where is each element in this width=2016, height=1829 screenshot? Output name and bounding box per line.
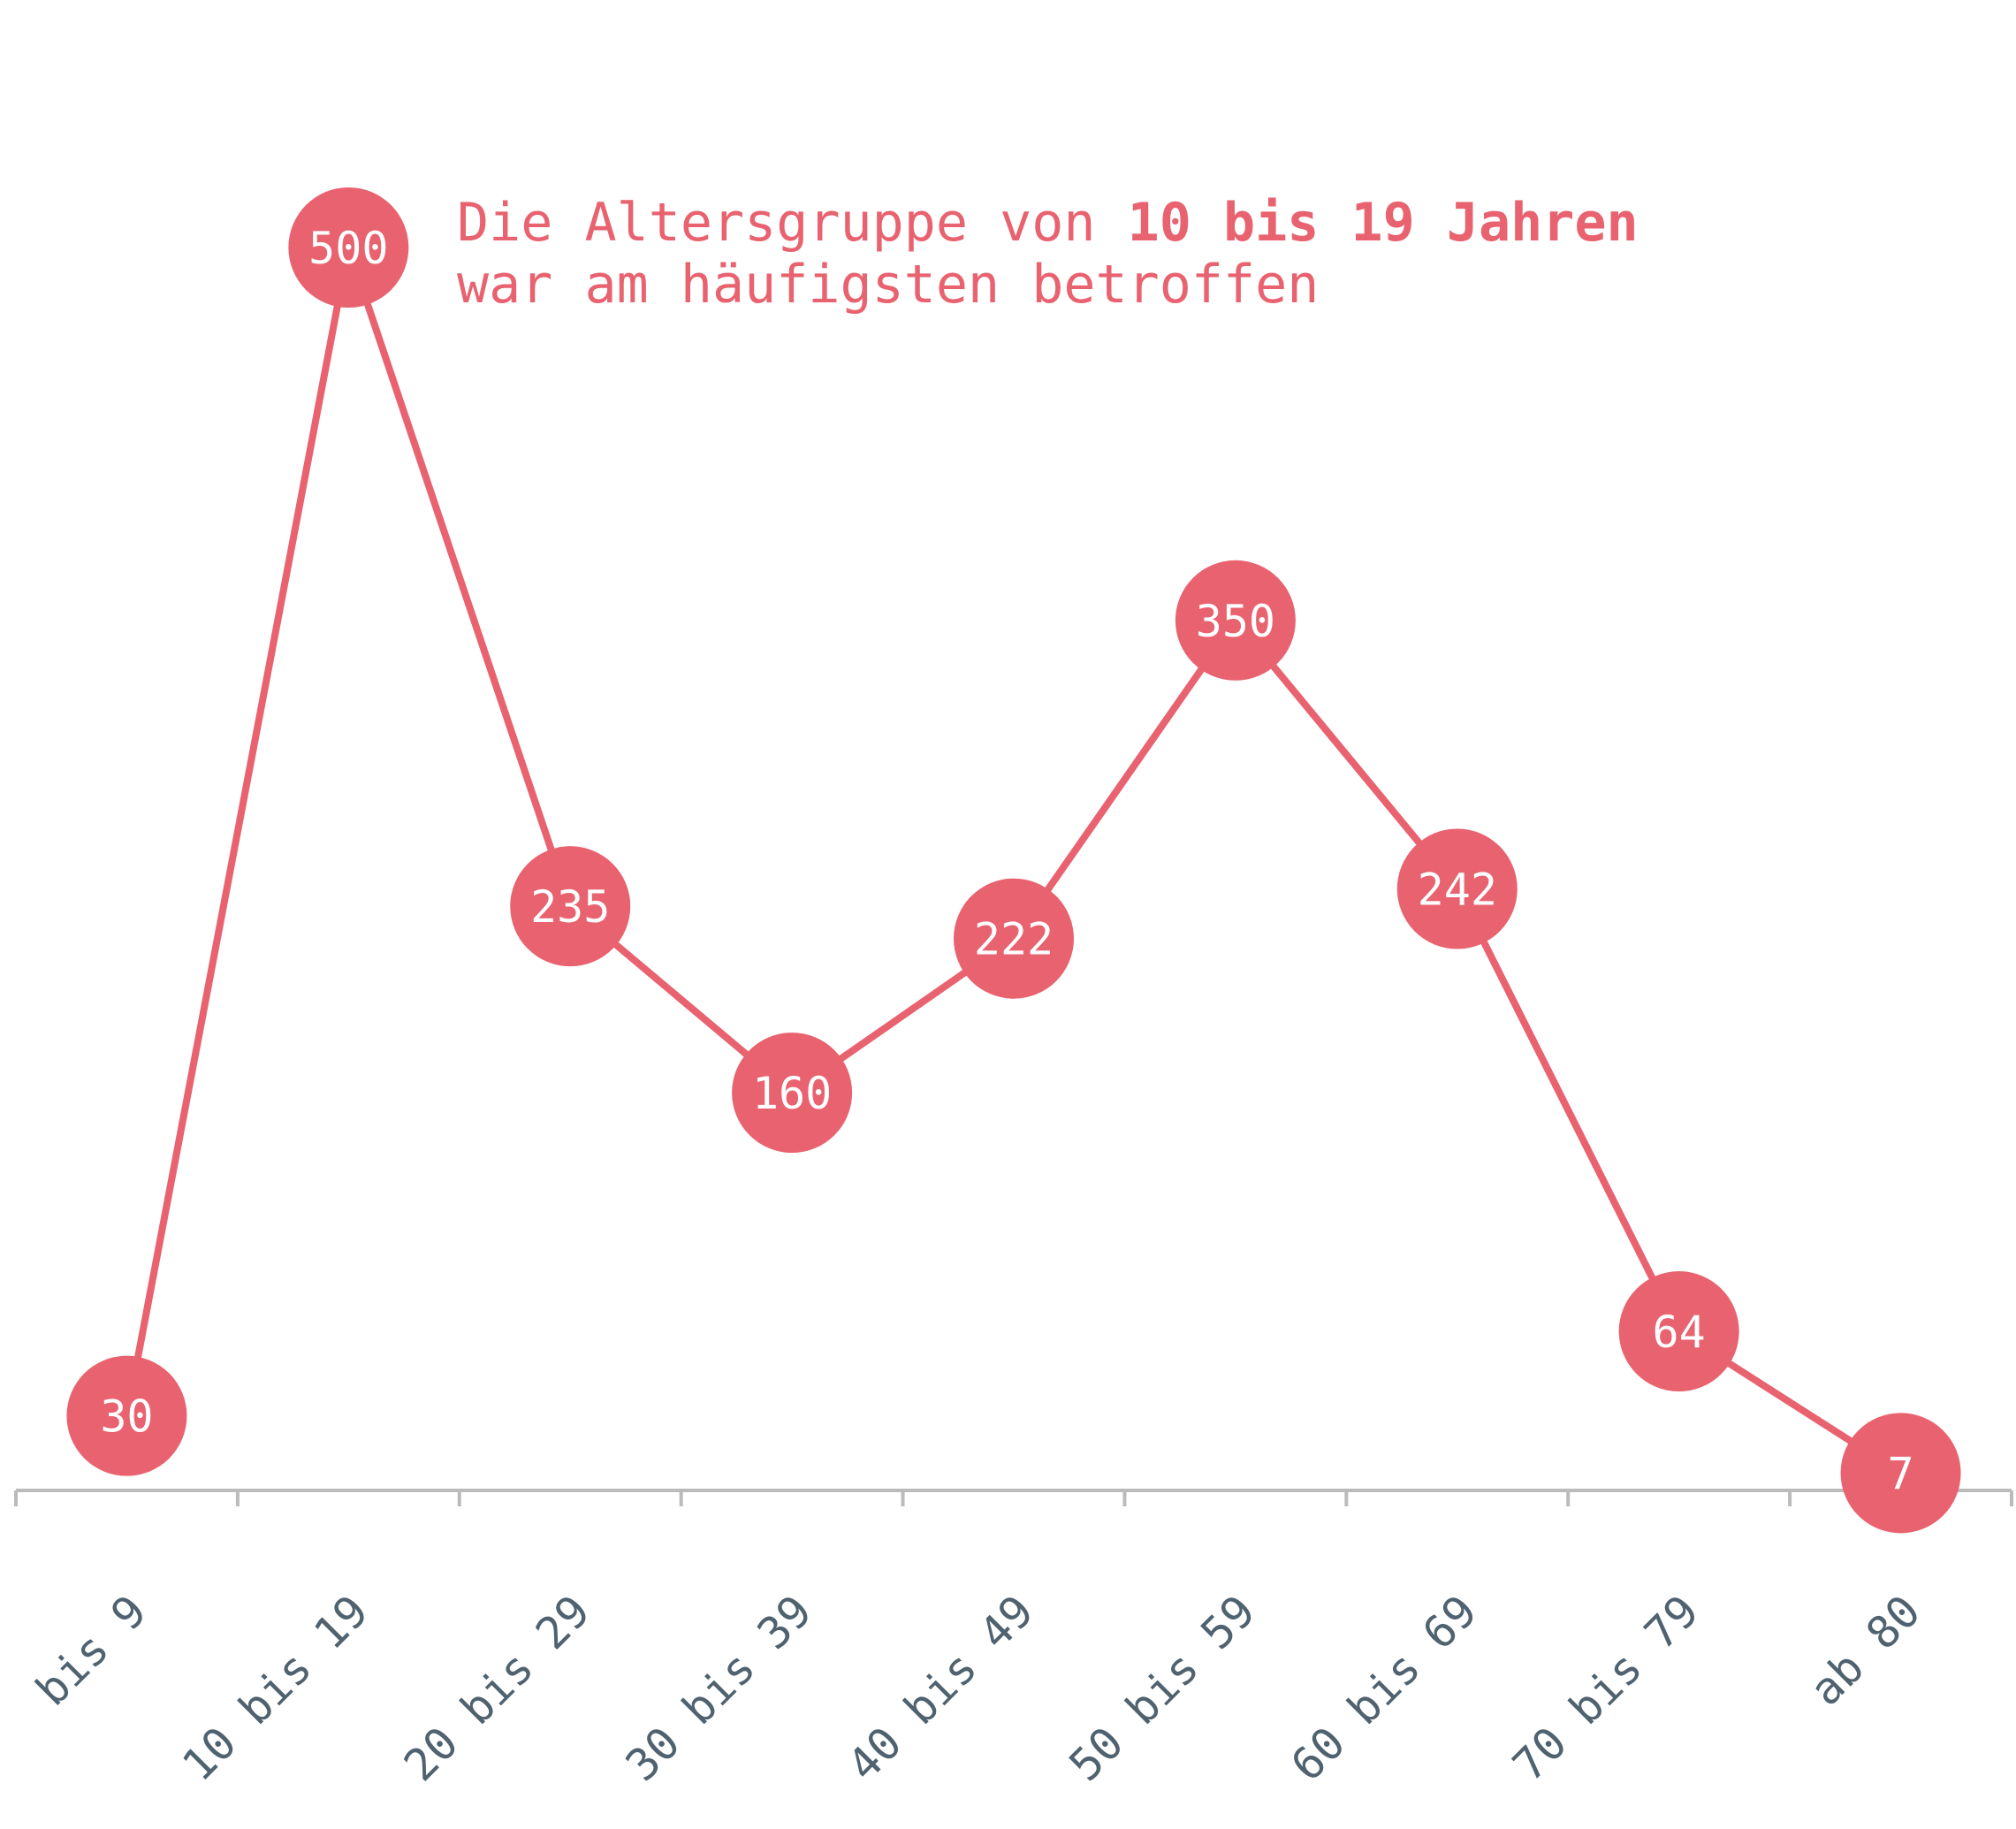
data-point [1396, 828, 1518, 949]
data-label: 235 [530, 881, 610, 933]
x-axis [14, 1489, 2013, 1506]
series-line [123, 244, 1905, 1477]
annotation: Die Altersgruppe von 10 bis 19 Jahren wa… [457, 192, 1670, 316]
data-point [954, 878, 1074, 999]
x-tick-label: 20 bis 29 [394, 1585, 600, 1791]
data-label: 64 [1653, 1307, 1706, 1358]
data-points: 30 500 235 160 222 350 242 64 7 [66, 187, 1961, 1534]
annotation-line2: war am häufigsten betroffen [457, 254, 1319, 316]
data-point [732, 1033, 853, 1154]
x-tick-label: 50 bis 59 [1060, 1585, 1266, 1791]
x-tick-label: ab 80 [1800, 1585, 1930, 1715]
x-tick-labels: bis 9 10 bis 19 20 bis 29 30 bis 39 40 bis 4… [26, 1585, 1930, 1791]
x-tick-label: 30 bis 39 [616, 1585, 822, 1791]
annotation-line1-bold: 10 bis 19 Jahren [1128, 192, 1639, 254]
data-point [288, 187, 409, 308]
x-tick-label: 70 bis 79 [1503, 1585, 1709, 1791]
data-label: 30 [100, 1391, 153, 1443]
x-tick-label: 40 bis 49 [838, 1585, 1044, 1791]
data-point [1175, 560, 1296, 681]
data-point [510, 846, 631, 967]
data-label: 350 [1196, 596, 1275, 647]
annotation-line1-prefix: Die Altersgruppe von [457, 192, 1128, 254]
data-point [66, 1355, 187, 1476]
data-label: 222 [974, 914, 1054, 965]
data-label: 7 [1888, 1448, 1914, 1499]
x-tick-label: 60 bis 69 [1282, 1585, 1487, 1791]
x-tick-label: bis 9 [26, 1585, 156, 1715]
data-label: 160 [752, 1068, 832, 1119]
data-label: 242 [1418, 864, 1497, 915]
data-label: 500 [308, 223, 388, 274]
data-point [1840, 1413, 1961, 1534]
x-tick-label: 10 bis 19 [172, 1585, 378, 1791]
data-point [1618, 1271, 1739, 1392]
